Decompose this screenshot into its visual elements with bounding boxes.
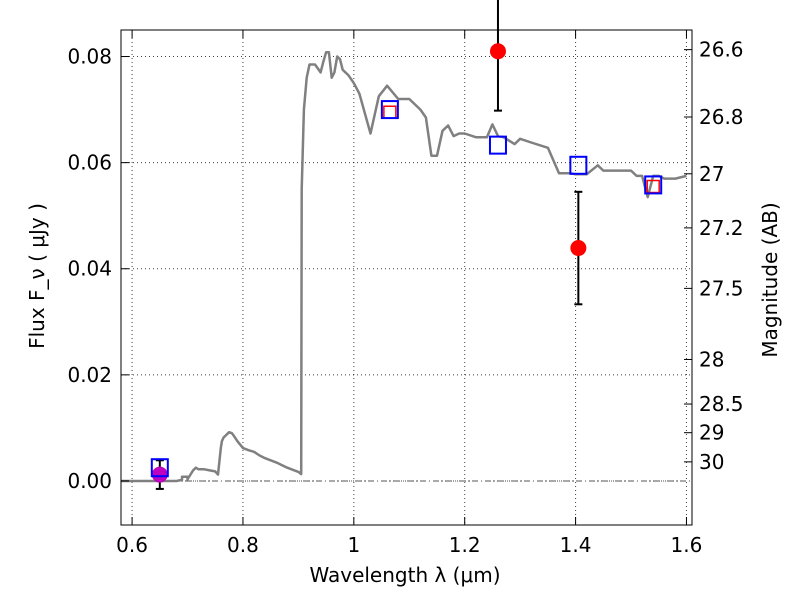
right-tick-label: 27 <box>699 162 724 186</box>
model-band-square <box>488 135 507 155</box>
upper-limit-point <box>151 466 168 483</box>
right-tick-label: 27.2 <box>699 216 744 240</box>
axes-layer: 0.6 0.8 1 1.2 1.4 1.6 0.00 0.02 0.04 0.06 0.08 26.6… <box>67 30 744 557</box>
right-tick-label: 26.8 <box>699 105 744 129</box>
y-axis-title: Flux F_ν ( μJy ) <box>25 203 49 349</box>
model-band-square <box>644 175 663 195</box>
model-band-square <box>569 155 588 175</box>
y-tick-label: 0.06 <box>67 151 112 175</box>
x-tick-label: 1.2 <box>449 533 481 557</box>
right-tick-label: 27.5 <box>699 276 744 300</box>
right-tick-label: 28.5 <box>699 392 744 416</box>
x-tick-label: 1 <box>347 533 360 557</box>
x-tick-label: 0.8 <box>227 533 259 557</box>
y-tick-label: 0.00 <box>67 469 112 493</box>
y-tick-label: 0.04 <box>67 257 112 281</box>
plot-frame <box>120 29 693 526</box>
model-band-square <box>380 100 399 120</box>
right-axis-title: Magnitude (AB) <box>758 202 782 357</box>
right-tick-label: 28 <box>699 347 724 371</box>
x-tick-label: 0.6 <box>116 533 148 557</box>
y-tick-label: 0.08 <box>67 45 112 69</box>
model-band-square <box>150 458 169 478</box>
x-tick-label: 1.4 <box>560 533 592 557</box>
right-tick-label: 29 <box>699 421 724 445</box>
data-layer <box>121 0 692 490</box>
observed-point <box>489 43 506 60</box>
right-tick-label: 30 <box>699 450 724 474</box>
observed-point <box>570 240 587 257</box>
x-tick-label: 1.6 <box>671 533 703 557</box>
right-tick-label: 26.6 <box>699 38 744 62</box>
x-axis-title: Wavelength λ (μm) <box>309 563 500 587</box>
grid-layer <box>121 30 692 525</box>
y-tick-label: 0.02 <box>67 363 112 387</box>
